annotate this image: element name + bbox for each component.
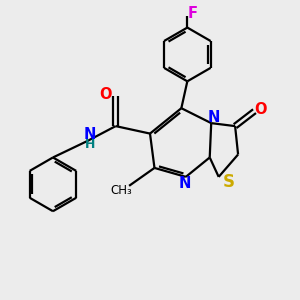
Text: S: S	[223, 173, 235, 191]
Text: O: O	[254, 102, 267, 117]
Text: H: H	[85, 137, 95, 151]
Text: N: N	[178, 176, 190, 191]
Text: O: O	[99, 87, 112, 102]
Text: N: N	[84, 127, 97, 142]
Text: CH₃: CH₃	[111, 184, 133, 197]
Text: N: N	[208, 110, 220, 125]
Text: F: F	[188, 6, 198, 21]
